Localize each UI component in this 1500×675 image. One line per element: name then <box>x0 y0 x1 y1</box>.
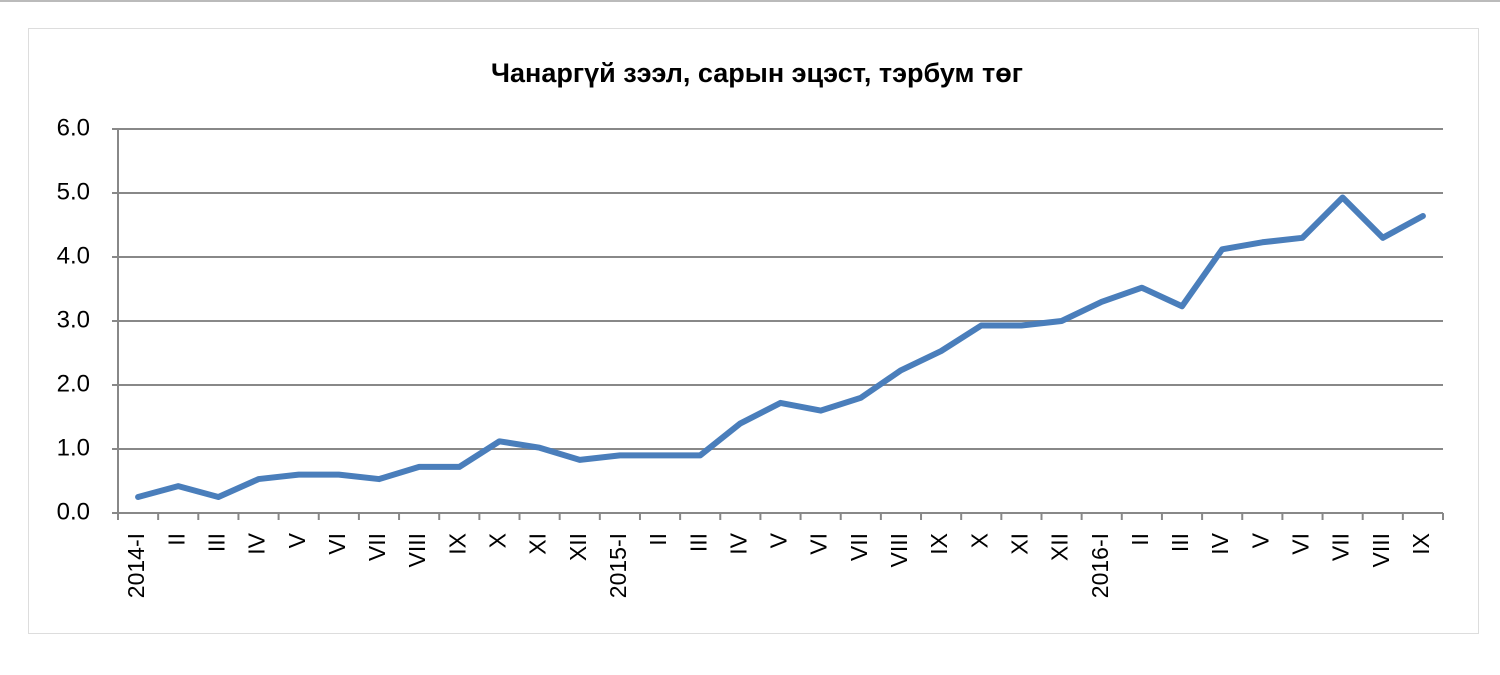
x-tick-label: II <box>645 533 671 546</box>
x-tick-label: VI <box>1288 533 1314 555</box>
x-tick-label: 2014-I <box>123 533 149 598</box>
y-tick-label: 4.0 <box>57 242 90 269</box>
x-tick-label: 2016-I <box>1087 533 1113 598</box>
x-tick-label: VII <box>1328 533 1354 561</box>
x-tick-label: XI <box>525 533 551 555</box>
x-tick-label: XII <box>1047 533 1073 561</box>
y-tick-label: 0.0 <box>57 498 90 525</box>
y-tick-label: 2.0 <box>57 370 90 397</box>
x-tick-label: II <box>1127 533 1153 546</box>
data-line <box>135 194 1426 500</box>
x-tick-label: 2015-I <box>605 533 631 598</box>
y-tick-label: 5.0 <box>57 178 90 205</box>
chart-title: Чанаргүй зээл, сарын эцэст, тэрбум төг <box>491 58 1023 88</box>
x-tick-label: VIII <box>1368 533 1394 568</box>
x-tick-label: V <box>284 532 310 548</box>
x-tick-label: III <box>203 533 229 552</box>
x-tick-label: III <box>1167 533 1193 552</box>
x-tick-label: IV <box>1207 532 1233 554</box>
y-tick-label: 3.0 <box>57 306 90 333</box>
x-tick-label: IX <box>1408 533 1434 555</box>
x-tick-label: XI <box>1006 533 1032 555</box>
x-tick-label: VIII <box>886 533 912 568</box>
x-tick-label: IX <box>444 533 470 555</box>
x-tick-label: X <box>485 533 511 548</box>
x-tick-label: VII <box>364 533 390 561</box>
x-tick-label: IV <box>244 532 270 554</box>
x-tick-label: X <box>966 533 992 548</box>
x-tick-label: VI <box>806 533 832 555</box>
y-tick-label: 6.0 <box>57 114 90 141</box>
x-tick-label: III <box>685 533 711 552</box>
y-tick-label: 1.0 <box>57 434 90 461</box>
x-tick-label: II <box>163 533 189 546</box>
x-tick-label: IX <box>926 533 952 555</box>
x-tick-label: V <box>1247 532 1273 548</box>
x-tick-label: VI <box>324 533 350 555</box>
x-tick-label: VII <box>846 533 872 561</box>
x-tick-label: XII <box>565 533 591 561</box>
x-tick-label: V <box>766 532 792 548</box>
x-tick-label: IV <box>725 532 751 554</box>
x-tick-label: VIII <box>404 533 430 568</box>
